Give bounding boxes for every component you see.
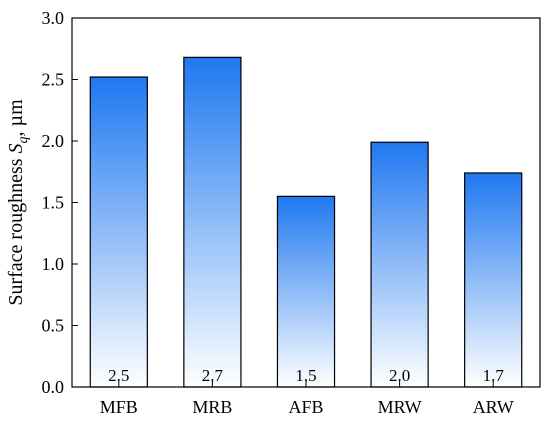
bar-mfb [89,76,148,388]
data-label-mrb: 2.7 [202,366,224,385]
data-label-mrw: 2.0 [389,366,410,385]
y-axis-title-prefix: Surface roughness [5,153,27,305]
y-axis-title-symbol: S [5,143,27,153]
y-axis-title-suffix: , µm [5,99,27,137]
y-tick-label: 1.0 [42,254,65,274]
y-tick-label: 0.5 [42,316,65,336]
bar-afb [276,195,336,388]
x-tick-label-mrw: MRW [378,397,422,417]
x-tick-label-mfb: MFB [100,397,138,417]
y-tick-label: 2.0 [42,131,65,151]
data-label-mfb: 2.5 [108,366,129,385]
y-axis-title-subscript: q [16,136,31,143]
y-tick-label: 1.5 [42,193,65,213]
x-tick-label-arw: ARW [473,397,514,417]
bar-mrb [183,56,242,388]
y-tick-label: 3.0 [42,8,65,28]
bar-arw [464,172,523,388]
y-tick-label: 0.0 [42,377,65,397]
bars-group [89,56,523,388]
y-axis-title: Surface roughness Sq, µm [5,99,31,306]
x-tick-label-mrb: MRB [192,397,232,417]
x-tick-label-afb: AFB [288,397,323,417]
bar-mrw [370,141,429,388]
y-axis-ticks: 0.0 0.5 1.0 1.5 2.0 2.5 3.0 [42,8,78,397]
data-label-arw: 1.7 [483,366,505,385]
plot-frame [71,17,541,388]
data-label-afb: 1.5 [295,366,316,385]
x-axis-ticks: MFB MRB AFB MRW ARW [100,381,514,417]
y-tick-label: 2.5 [42,70,65,90]
data-labels-group: 2.5 2.7 1.5 2.0 1.7 [108,366,504,385]
